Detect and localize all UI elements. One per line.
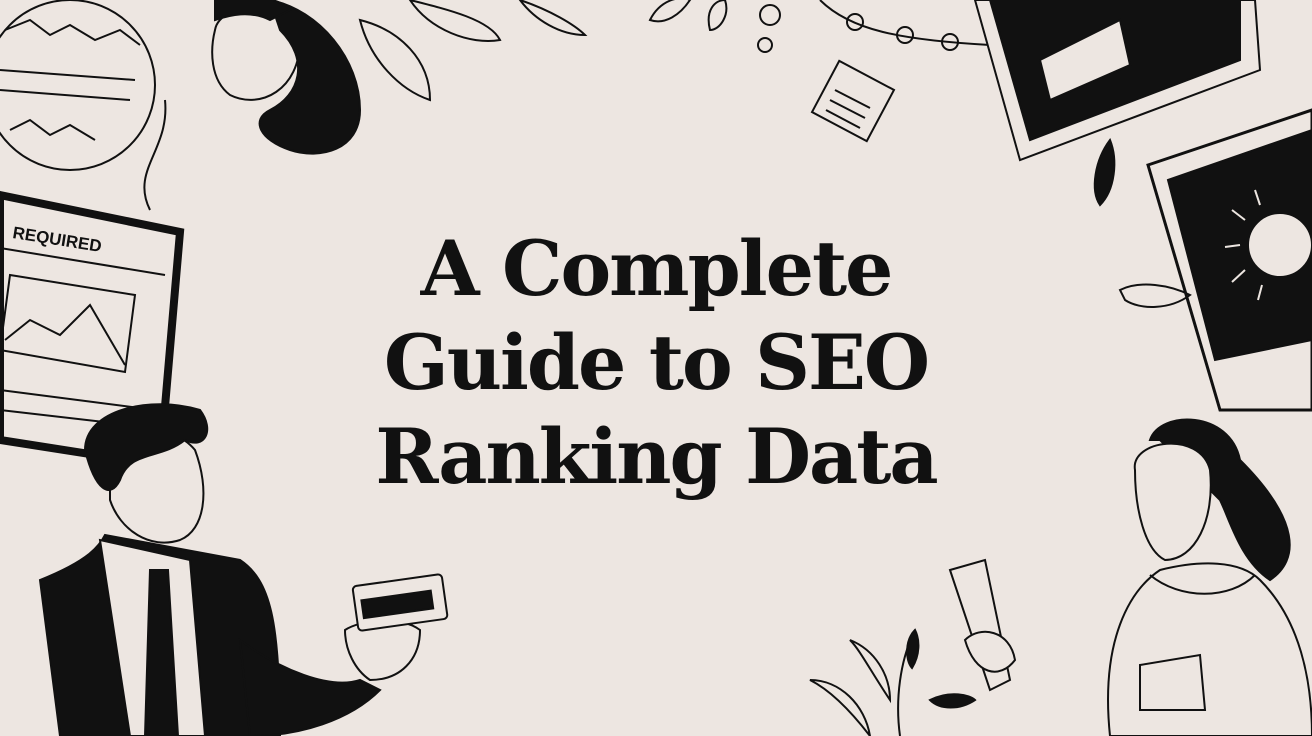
leaves-icon xyxy=(358,0,728,102)
sun-picture-icon xyxy=(1118,108,1312,412)
framed-picture-icon xyxy=(973,0,1262,207)
plant-icon xyxy=(809,628,977,736)
woman-with-scroll-icon xyxy=(948,418,1312,736)
chart-circle-icon xyxy=(0,0,167,211)
checklist-icon xyxy=(810,59,896,143)
title-line-2: Guide to SEO xyxy=(383,318,930,407)
title-line-1: A Complete xyxy=(420,224,894,313)
woman-portrait-icon xyxy=(211,0,362,155)
page-title: A Complete Guide to SEO Ranking Data xyxy=(300,222,1012,504)
chain-icon xyxy=(757,0,991,53)
businessman-icon xyxy=(38,403,449,736)
title-line-3: Ranking Data xyxy=(375,412,938,501)
